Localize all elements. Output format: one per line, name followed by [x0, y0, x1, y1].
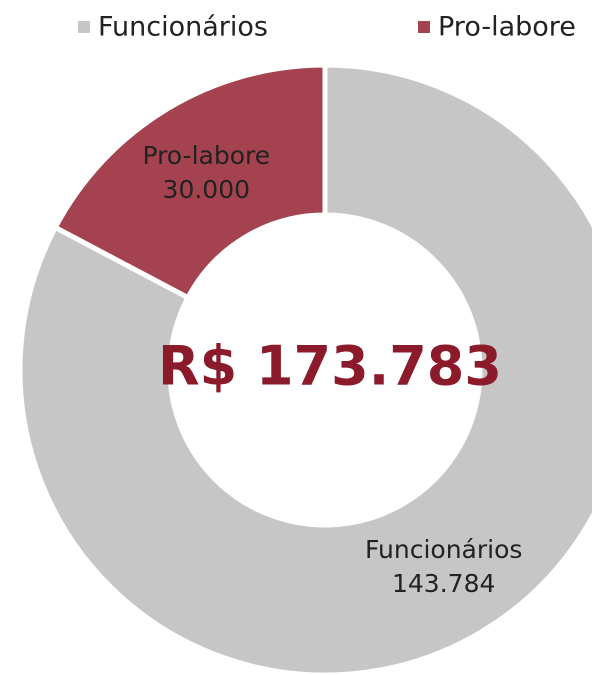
donut-slice	[17, 62, 592, 675]
legend-label: Funcionários	[98, 12, 268, 43]
legend-marker	[78, 21, 90, 33]
slice-label: Pro-labore	[142, 141, 270, 170]
slice-label: Funcionários	[365, 535, 522, 564]
legend-label: Pro-labore	[438, 12, 576, 43]
slice-value: 30.000	[163, 175, 250, 204]
center-label: R$ 173.783	[158, 335, 502, 398]
legend-marker	[418, 21, 430, 33]
donut-slice	[51, 62, 328, 301]
slice-value: 143.784	[392, 569, 495, 598]
